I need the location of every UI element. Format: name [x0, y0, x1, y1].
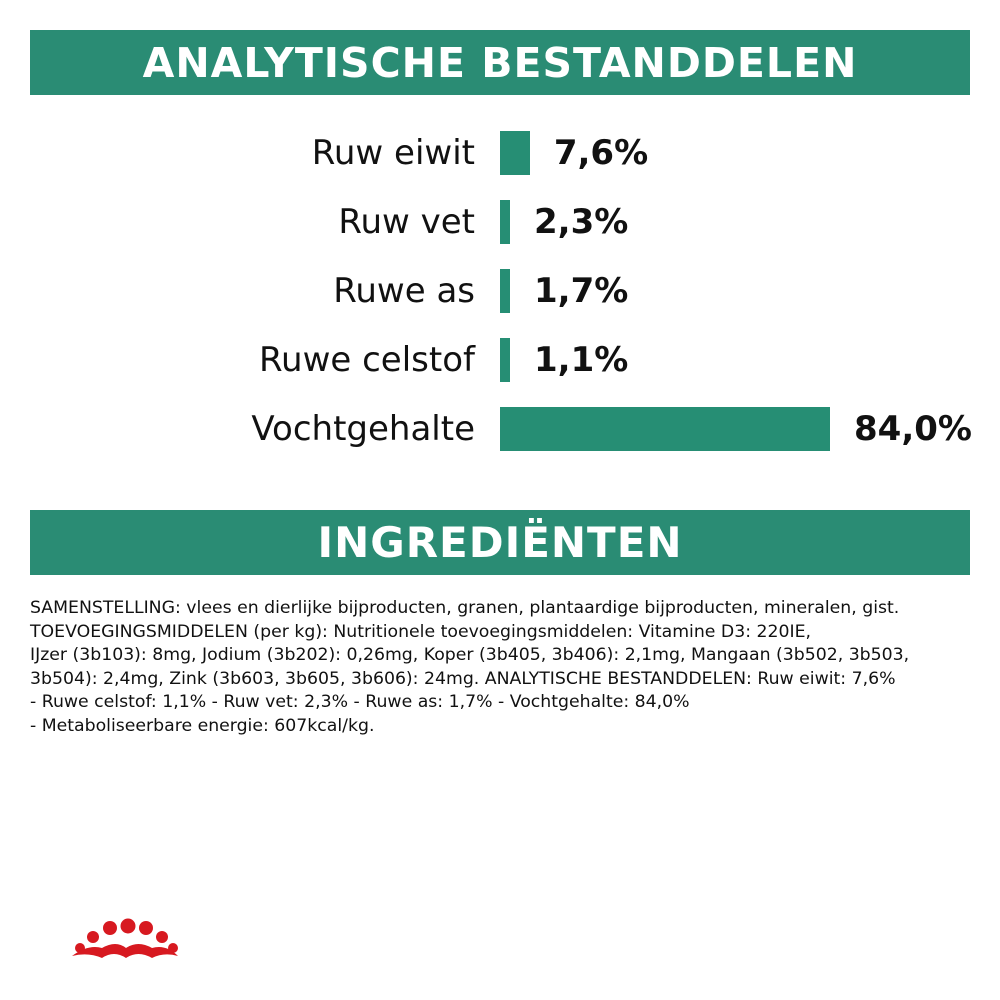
ingredients-line: - Metaboliseerbare energie: 607kcal/kg. — [30, 715, 375, 736]
chart-category-label: Ruw vet — [338, 202, 475, 242]
analysis-header-banner: ANALYTISCHE BESTANDDELEN — [30, 30, 970, 95]
ingredients-line: SAMENSTELLING: vlees en dierlijke bijpro… — [30, 598, 900, 618]
ingredients-line: - Ruwe celstof: 1,1% - Ruw vet: 2,3% - R… — [30, 692, 690, 712]
chart-bar — [500, 338, 510, 382]
chart-value-label: 7,6% — [553, 133, 649, 173]
chart-value-label: 1,7% — [534, 271, 629, 311]
chart-value-label: 2,3% — [534, 202, 629, 242]
chart-value-label: 1,1% — [534, 340, 629, 380]
ingredients-header-banner: INGREDIËNTEN — [30, 510, 970, 575]
ingredients-line: 3b504): 2,4mg, Zink (3b603, 3b605, 3b606… — [30, 668, 896, 689]
chart-bar — [500, 200, 510, 244]
chart-category-label: Ruwe as — [333, 271, 475, 311]
chart-category-label: Vochtgehalte — [251, 409, 475, 449]
chart-bar — [500, 131, 530, 175]
ingredients-title: INGREDIËNTEN — [317, 518, 683, 567]
chart-category-label: Ruw eiwit — [311, 133, 475, 173]
chart-bar — [500, 407, 830, 451]
chart-category-label: Ruwe celstof — [258, 340, 475, 380]
ingredients-line: IJzer (3b103): 8mg, Jodium (3b202): 0,26… — [30, 645, 910, 665]
chart-value-label: 84,0% — [854, 409, 972, 449]
analysis-title: ANALYTISCHE BESTANDDELEN — [142, 38, 858, 87]
ingredients-text: SAMENSTELLING: vlees en dierlijke bijpro… — [30, 597, 975, 738]
chart-bar — [500, 269, 510, 313]
ingredients-line: TOEVOEGINGSMIDDELEN (per kg): Nutritione… — [30, 621, 812, 642]
royal-canin-crown-icon — [72, 918, 178, 958]
